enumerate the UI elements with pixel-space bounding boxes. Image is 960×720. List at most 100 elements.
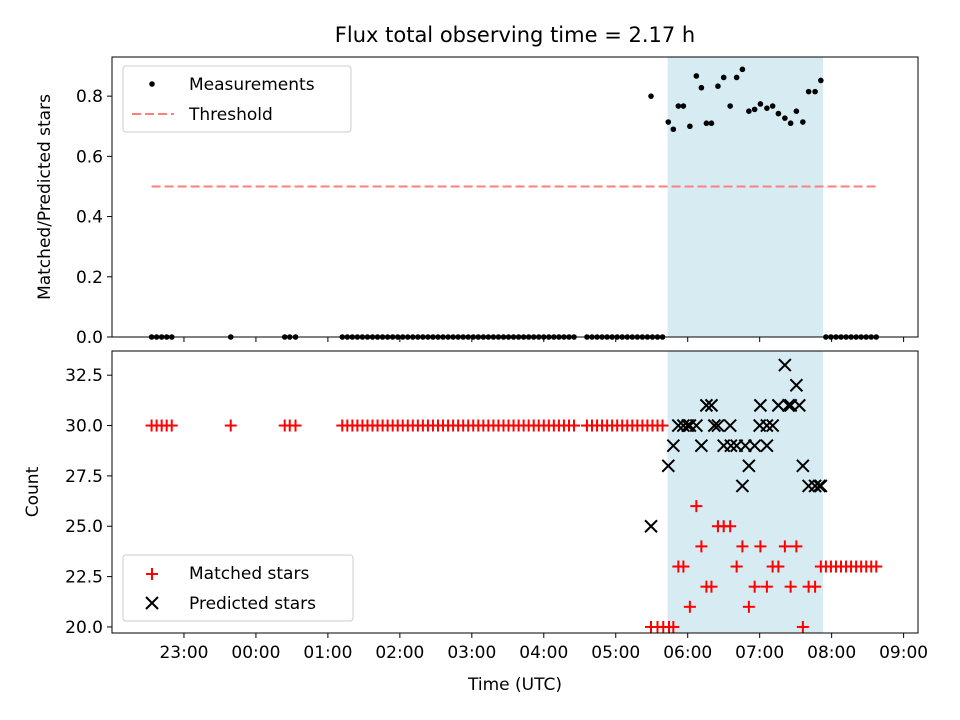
bottom-x-ticks: 23:00 00:00 01:00 02:00 03:00 04:00 05:00 06:00… [159,633,928,663]
predicted-star-point [707,418,722,433]
predicted-star-point [812,479,827,493]
bottom-xtick-label: 04:00 [519,643,568,663]
legend-matched-label: Matched stars [189,564,309,584]
bottom-xtick-label: 09:00 [879,643,928,663]
bottom-ytick-label: 30.0 [65,417,103,437]
top-ytick-label: 0.6 [76,147,103,167]
x-axis-label: Time (UTC) [467,675,562,695]
matched-star-point [705,580,718,593]
bottom-xtick-label: 23:00 [159,643,208,663]
bottom-xtick-label: 08:00 [807,643,856,663]
top-panel-frame [111,56,919,338]
top-ytick-label: 0.2 [76,268,103,288]
matched-star-point [760,580,773,593]
predicted-star-point [694,438,709,453]
measurement-point [720,74,727,81]
bottom-legend: Matched stars Predicted stars [122,554,354,622]
predicted-star-point [666,438,681,453]
matched-star-point [683,600,696,613]
matched-star-point [790,540,803,553]
measurement-point [775,110,782,117]
predicted-star-point [789,378,804,392]
top-ytick-label: 0.0 [76,328,103,348]
bottom-y-ticks: 20.0 22.5 25.0 27.5 30.0 32.5 [65,366,112,638]
top-panel-shade [667,57,824,337]
legend-predicted-marker [145,596,159,610]
bottom-panel-frame [111,350,919,634]
predicted-star-point [676,418,691,433]
matched-star-point [754,540,767,553]
measurement-point [787,120,794,127]
top-legend: Measurements Threshold [122,65,352,133]
measurement-point [739,66,746,73]
matched-star-point [690,500,703,513]
predicted-star-point [808,479,822,493]
matched-star-point [289,419,302,432]
matched-star-point [165,419,178,432]
bottom-xtick-label: 06:00 [663,643,712,663]
matched-star-point [772,560,785,573]
bottom-xtick-label: 02:00 [375,643,424,663]
measurement-point [793,108,800,114]
top-y-axis-label: Matched/Predicted stars [35,94,55,300]
predicted-star-point [760,418,774,433]
matched-star-point [736,540,749,553]
top-panel: 0.00.20.40.60.8 Matched/Predicted stars … [35,56,919,348]
predicted-star-point [661,459,675,473]
matched-star-point [568,419,581,432]
measurement-point [693,73,700,79]
legend-predicted-label: Predicted stars [189,594,316,614]
bottom-xtick-label: 05:00 [591,643,640,663]
measurement-point [670,126,677,133]
bottom-legend-box [122,554,354,622]
matched-star-point [778,540,791,553]
bottom-ytick-label: 27.5 [65,467,103,487]
predicted-star-point [738,438,752,453]
measurement-point [782,115,788,121]
matched-star-points [145,419,883,633]
legend-measurements-marker [149,81,155,87]
matched-star-point [667,620,680,633]
measurement-point [727,103,733,109]
predicted-star-point [753,398,768,413]
predicted-star-point [771,398,786,413]
measurement-point [675,103,682,109]
measurement-point [665,119,672,125]
bottom-xtick-label: 00:00 [231,643,280,663]
top-legend-box [122,65,352,133]
matched-star-point [656,419,669,432]
predicted-star-point [723,418,737,433]
predicted-star-point [711,418,725,433]
measurement-point [746,108,752,114]
top-y-ticks: 0.0 0.2 0.4 0.6 0.8 [76,87,112,348]
legend-threshold-label: Threshold [188,105,273,125]
matched-star-point [748,580,761,593]
legend-matched-marker [146,568,158,580]
measurement-point [800,119,806,125]
predicted-star-point [683,418,697,433]
measurement-point [703,120,710,127]
measurement-point [680,103,687,109]
predicted-star-point [778,358,792,372]
bottom-panel-shade [667,351,824,633]
bottom-xtick-label: 01:00 [303,643,352,663]
matched-star-point [796,620,809,633]
bottom-ytick-label: 32.5 [65,366,103,386]
measurement-point [698,84,705,91]
matched-star-point [809,580,822,593]
bottom-y-axis-label: Count [23,466,43,517]
measurement-point [733,74,740,81]
chart-title: Flux total observing time = 2.17 h [335,23,695,47]
predicted-star-point [644,519,658,533]
matched-star-point [730,560,743,573]
predicted-star-point [699,398,714,413]
measurement-point [757,101,764,107]
predicted-star-point [801,479,816,493]
bottom-xtick-label: 07:00 [735,643,784,663]
bottom-ytick-label: 20.0 [65,618,103,638]
matched-star-point [870,560,883,573]
predicted-star-point [760,438,774,453]
top-ytick-label: 0.4 [76,208,103,228]
measurement-point [687,123,693,130]
measurement-point [751,106,758,113]
